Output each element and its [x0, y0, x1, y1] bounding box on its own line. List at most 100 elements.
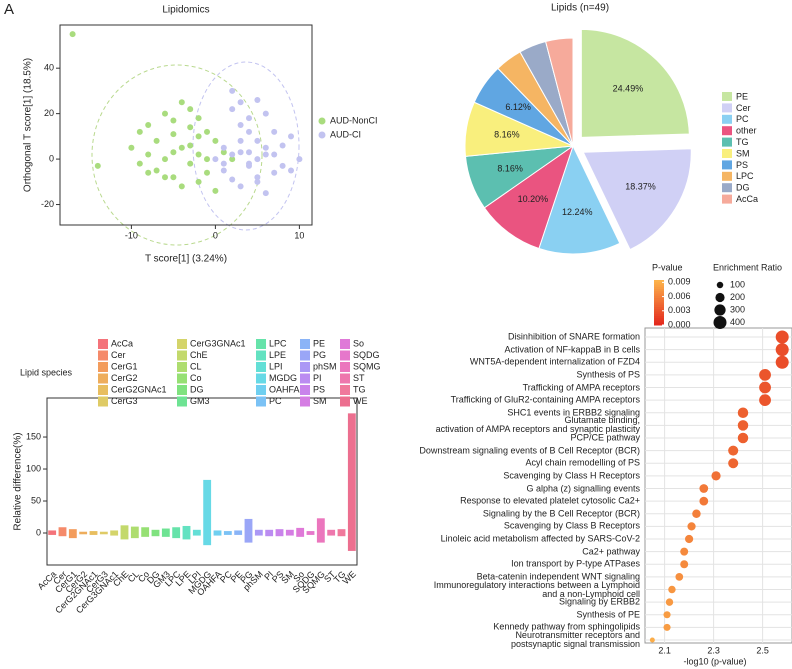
legend-swatch	[98, 385, 108, 395]
legend-label: ST	[353, 373, 365, 383]
bar	[141, 527, 150, 537]
legend-label: So	[353, 338, 364, 348]
bar	[306, 531, 315, 535]
legend-swatch	[256, 385, 266, 395]
legend-swatch	[177, 396, 187, 407]
point	[279, 162, 286, 169]
point	[246, 128, 252, 135]
legend-swatch	[177, 362, 187, 372]
point	[195, 178, 202, 185]
bar	[347, 413, 356, 551]
bar	[48, 530, 57, 535]
point	[246, 149, 252, 156]
point	[69, 31, 76, 38]
y-tick-label: 150	[26, 431, 41, 441]
bar	[182, 525, 191, 540]
slice-label: 6.12%	[505, 102, 531, 112]
pie-slice	[582, 148, 692, 251]
y-tick-label: Response to elevated platelet cytosolic …	[460, 495, 640, 506]
legend-swatch	[300, 350, 310, 361]
legend-label: phSM	[313, 361, 337, 371]
legend-label: SM	[313, 396, 327, 406]
legend-label: PE	[313, 338, 325, 348]
y-tick-label: 20	[44, 108, 54, 118]
legend-swatch	[722, 149, 732, 158]
dot	[775, 355, 789, 369]
colorbar-step	[654, 316, 664, 319]
legend-swatch	[177, 350, 187, 361]
colorbar-step	[654, 284, 664, 288]
point	[237, 99, 244, 106]
dot	[737, 432, 749, 444]
legend-label: Cer	[111, 350, 126, 360]
colorbar-step	[654, 282, 664, 285]
legend-title: Enrichment Ratio	[713, 262, 782, 272]
chart-title: Lipids (n=49)	[551, 3, 609, 14]
point	[187, 160, 194, 167]
colorbar-step	[654, 307, 664, 310]
dot	[663, 611, 671, 619]
size-legend-label: 100	[730, 279, 745, 289]
y-tick-label: Glutamate binding, activation of AMPA re…	[435, 415, 640, 435]
point	[254, 97, 261, 103]
point	[212, 137, 219, 144]
size-legend-label: 400	[730, 317, 745, 327]
colorbar-step	[654, 320, 664, 324]
dot	[680, 547, 689, 556]
point	[170, 117, 177, 124]
point	[220, 167, 227, 174]
dot	[692, 509, 701, 518]
point	[162, 156, 168, 163]
legend-label: SM	[736, 148, 750, 158]
legend-label: ChE	[190, 350, 208, 360]
point	[262, 110, 269, 117]
bar	[285, 529, 294, 536]
size-legend-dot	[715, 292, 725, 303]
legend-label: CerG2	[111, 373, 138, 383]
dot	[680, 560, 689, 569]
legend-label: SQDG	[353, 350, 380, 360]
point	[153, 137, 160, 144]
legend-swatch	[300, 396, 310, 407]
x-tick-label: 2.3	[707, 645, 720, 655]
colorbar-step	[654, 280, 664, 283]
legend-label: PC	[736, 114, 749, 124]
point	[170, 174, 177, 181]
point	[237, 149, 244, 156]
legend-label: CerG1	[111, 361, 138, 371]
colorbar-step	[654, 295, 664, 299]
dot	[699, 484, 709, 493]
legend-swatch	[98, 373, 108, 384]
y-tick-label: Downstream signaling events of B Cell Re…	[419, 445, 640, 456]
colorbar-step	[654, 313, 664, 317]
bar	[275, 529, 284, 537]
point	[246, 160, 252, 167]
legend-swatch	[722, 103, 732, 113]
colorbar-step	[654, 318, 664, 321]
legend-swatch	[340, 373, 350, 384]
legend-label: CL	[190, 361, 202, 371]
point	[262, 190, 269, 197]
legend-swatch	[98, 396, 108, 407]
x-axis-label: -log10 (p-value)	[683, 656, 746, 666]
y-tick-label: Linoleic acid metabolism affected by SAR…	[440, 533, 640, 544]
x-tick-label: -10	[125, 230, 138, 240]
legend-label: LPE	[269, 350, 286, 360]
point	[195, 115, 202, 122]
size-legend-dot	[716, 281, 724, 289]
legend-swatch	[256, 350, 266, 361]
dot	[728, 445, 739, 456]
point	[204, 156, 210, 163]
colorbar-step	[654, 304, 664, 308]
legend-label: GM3	[190, 396, 210, 406]
legend-label: MGDG	[269, 373, 297, 383]
colorbar-label: 0.003	[668, 305, 691, 315]
colorbar-step	[654, 302, 664, 306]
legend-label: OAHFA	[269, 384, 300, 394]
point	[262, 151, 269, 158]
y-tick-label: Synthesis of PS	[576, 369, 640, 380]
bar	[192, 529, 201, 536]
bar	[89, 531, 98, 535]
